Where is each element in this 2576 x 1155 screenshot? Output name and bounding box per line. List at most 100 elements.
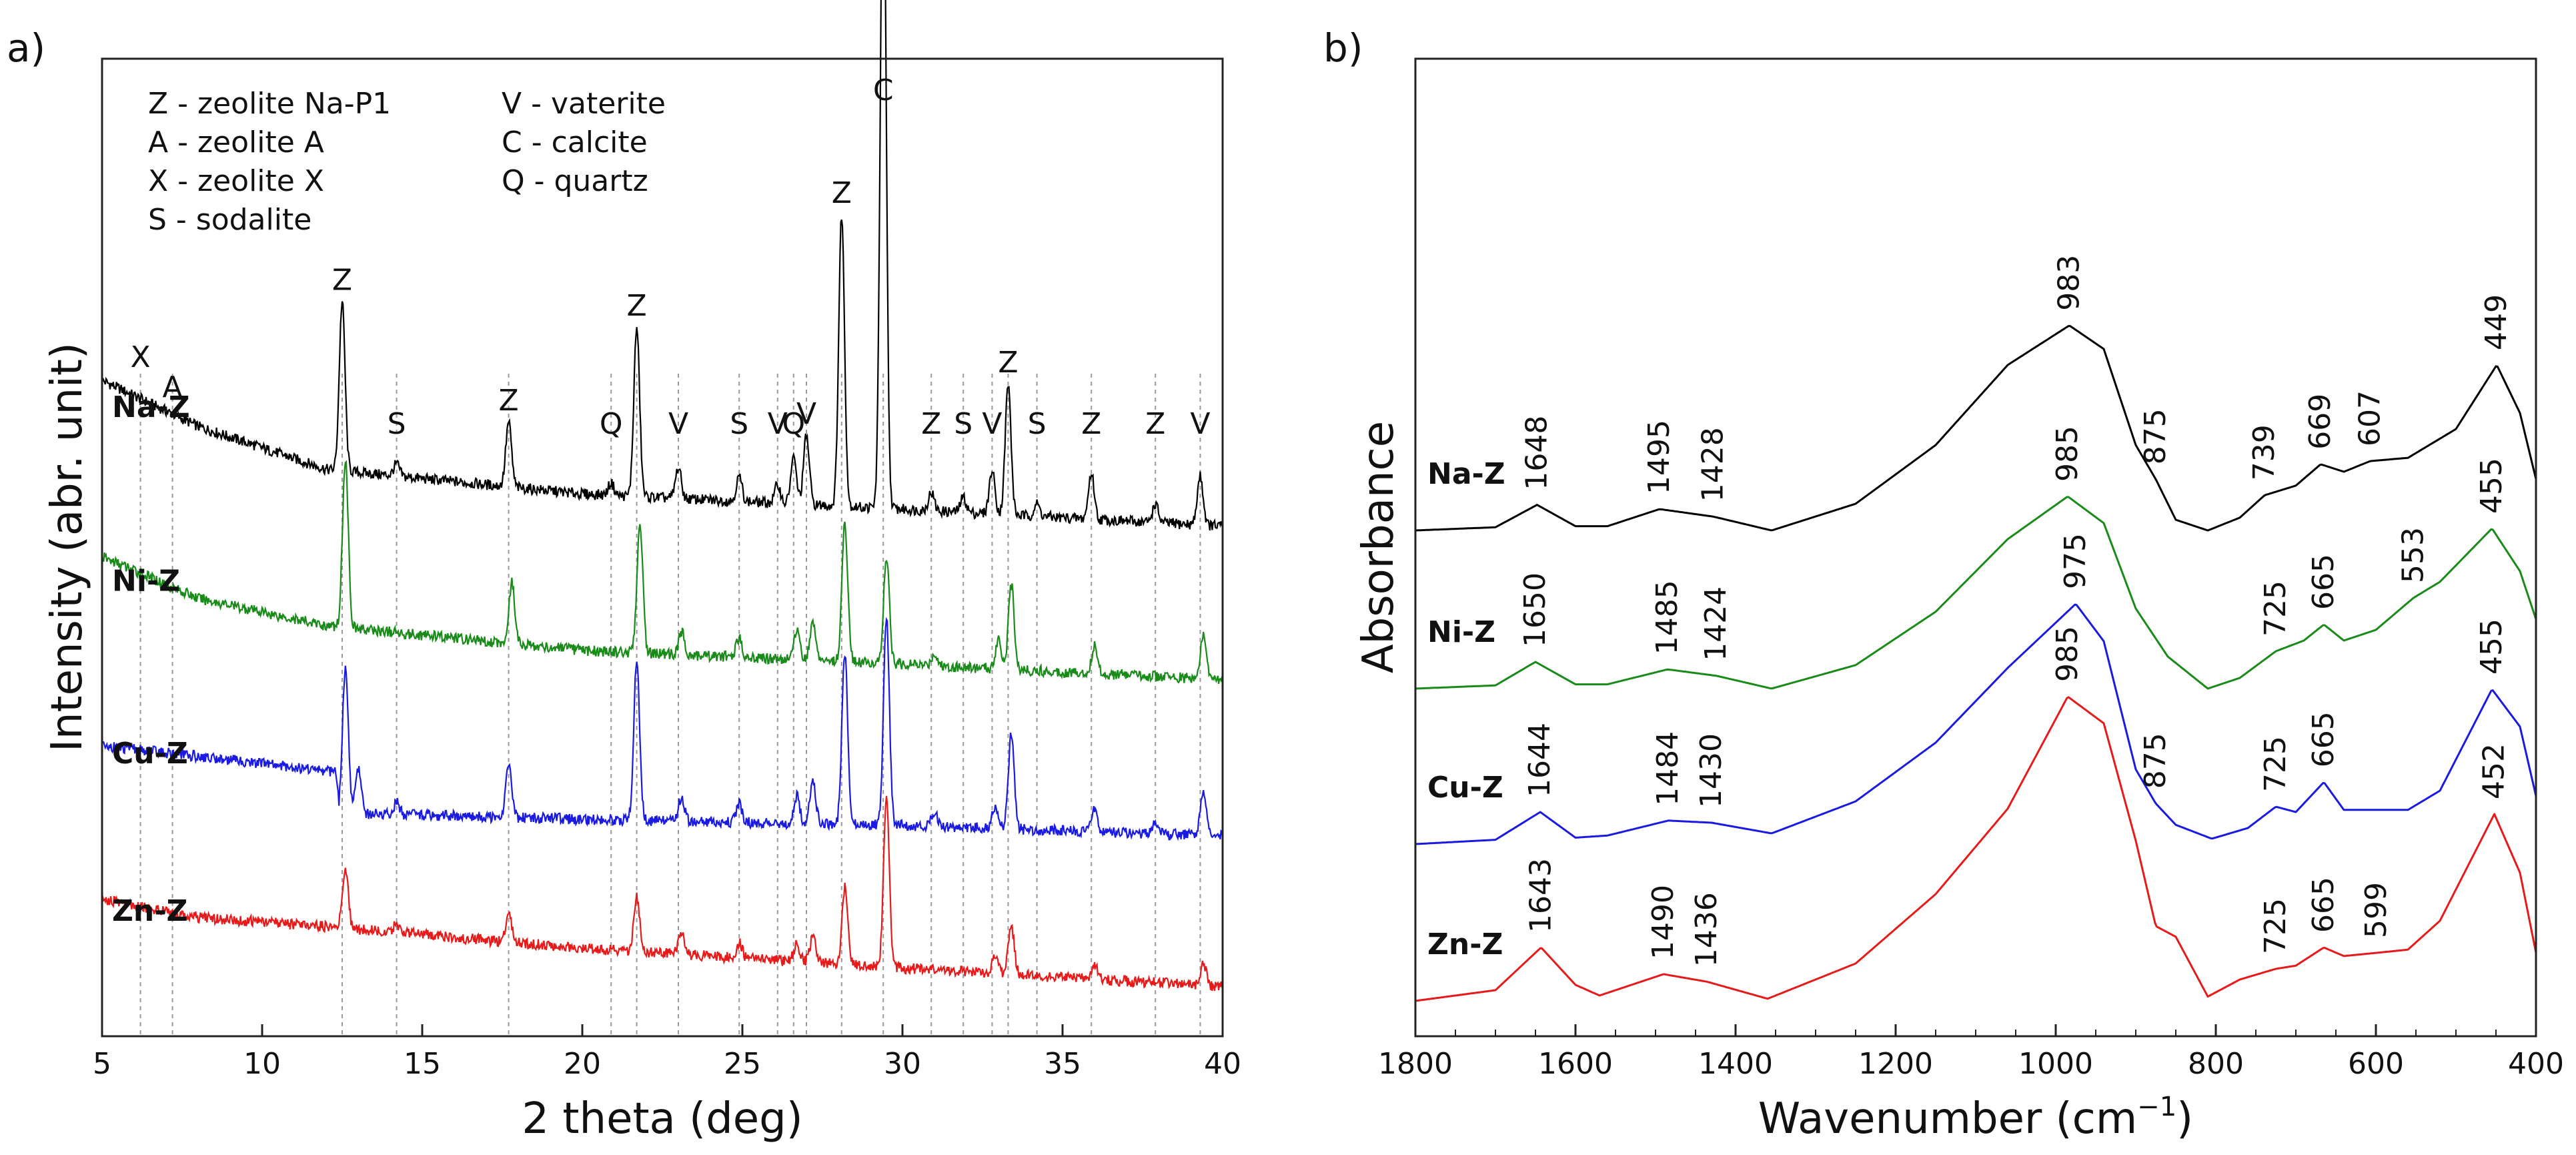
phase-label: C <box>873 73 894 107</box>
xrd-x-tick-label: 5 <box>93 1047 111 1081</box>
xrd-x-tick-label: 15 <box>404 1047 441 1081</box>
xrd-series-label: Zn-Z <box>112 894 187 928</box>
phase-legend: Z - zeolite Na-P1 A - zeolite A X - zeol… <box>148 87 666 237</box>
phase-label: Z <box>921 407 941 441</box>
ftir-series-label: Ni-Z <box>1427 615 1495 649</box>
ftir-y-axis-title: Absorbance <box>1354 421 1403 673</box>
xrd-x-axis-title: 2 theta (deg) <box>522 1094 802 1144</box>
xrd-series-zn-z <box>101 795 1224 992</box>
legend-entry-a: A - zeolite A <box>148 125 324 159</box>
phase-label: V <box>982 407 1002 441</box>
xrd-x-tick-label: 10 <box>243 1047 281 1081</box>
ftir-peak-label: 1643 <box>1523 858 1557 933</box>
ftir-peak-label: 725 <box>2259 581 2293 637</box>
phase-label: Z <box>1145 407 1165 441</box>
ftir-peak-label: 1430 <box>1694 733 1728 808</box>
ftir-x-tick-label: 1600 <box>1538 1047 1613 1081</box>
ftir-peak-label: 739 <box>2247 424 2281 480</box>
ftir-x-ticks: 1800 1600 1400 1200 1000 800 600 400 <box>1378 1024 2564 1081</box>
xrd-series-label: Na-Z <box>112 390 190 424</box>
phase-label: A <box>163 370 183 404</box>
ftir-peak-label: 985 <box>2050 626 2084 682</box>
ftir-x-tick-label: 1400 <box>1698 1047 1773 1081</box>
ftir-peak-label: 875 <box>2138 408 2172 464</box>
ftir-series-zn-z <box>1415 696 2537 1002</box>
ftir-peak-label: 1495 <box>1642 420 1676 494</box>
legend-entry-z: Z - zeolite Na-P1 <box>148 87 391 121</box>
phase-label: Z <box>627 289 647 323</box>
ftir-peak-label: 1428 <box>1696 427 1730 502</box>
ftir-peak-label: 452 <box>2477 743 2511 799</box>
xrd-x-tick-label: 30 <box>884 1047 921 1081</box>
ftir-x-tick-label: 400 <box>2508 1047 2564 1081</box>
phase-label: V <box>768 407 788 441</box>
phase-label: Z <box>998 346 1018 380</box>
ftir-peak-label: 1485 <box>1650 580 1684 655</box>
ftir-peak-label: 607 <box>2353 390 2387 446</box>
ftir-peak-label: 455 <box>2475 458 2509 514</box>
xrd-x-tick-label: 25 <box>724 1047 761 1081</box>
ftir-x-tick-label: 800 <box>2188 1047 2244 1081</box>
ftir-peak-label: 669 <box>2303 394 2337 450</box>
xrd-x-tick-label: 20 <box>564 1047 601 1081</box>
xrd-series-group <box>101 0 1224 992</box>
phase-label: Z <box>499 384 519 418</box>
phase-label: S <box>1028 407 1047 441</box>
panel-a-label: a) <box>7 25 45 71</box>
ftir-peak-label: 1648 <box>1519 416 1553 490</box>
phase-label: Z <box>332 264 352 298</box>
xrd-x-tick-label: 35 <box>1044 1047 1081 1081</box>
ftir-series-group <box>1415 325 2537 1002</box>
ftir-peak-labels: 1648 1495 1428 983 875 739 669 607 449 1650 1485 14… <box>1518 255 2513 967</box>
ftir-peak-label: 449 <box>2479 294 2513 350</box>
phase-label: Q <box>600 407 623 441</box>
ftir-x-axis-title-sup: −1 <box>2137 1092 2176 1122</box>
ftir-series-ni-z <box>1415 496 2537 690</box>
xrd-series-label: Cu-Z <box>112 737 188 771</box>
ftir-peak-label: 599 <box>2359 882 2393 938</box>
phase-label: S <box>730 407 748 441</box>
ftir-peak-label: 1644 <box>1523 723 1557 797</box>
ftir-peak-label: 665 <box>2307 554 2341 610</box>
ftir-peak-label: 665 <box>2307 711 2341 767</box>
ftir-x-tick-label: 1000 <box>2018 1047 2093 1081</box>
ftir-peak-label: 1424 <box>1699 587 1733 661</box>
xrd-x-tick-label: 40 <box>1204 1047 1241 1081</box>
ftir-peak-label: 1650 <box>1518 572 1552 647</box>
ftir-peak-label: 875 <box>2138 733 2172 789</box>
phase-label: V <box>1190 407 1210 441</box>
ftir-series-label: Zn-Z <box>1427 927 1503 961</box>
ftir-x-axis-title: Wavenumber (cm−1) <box>1758 1092 2193 1144</box>
ftir-peak-label: 985 <box>2050 426 2084 482</box>
ftir-peak-label: 983 <box>2052 255 2086 311</box>
ftir-series-cu-z <box>1415 603 2537 845</box>
phase-label: S <box>954 407 973 441</box>
ftir-peak-label: 665 <box>2307 877 2341 933</box>
xrd-plot-frame <box>101 57 1224 1038</box>
legend-entry-s: S - sodalite <box>148 203 311 237</box>
phase-label: S <box>388 407 406 441</box>
ftir-peak-label: 553 <box>2396 527 2430 583</box>
xrd-series-ni-z <box>101 460 1224 684</box>
ftir-x-tick-label: 600 <box>2348 1047 2404 1081</box>
ftir-x-axis-title-main: Wavenumber (cm <box>1758 1094 2137 1144</box>
phase-label: Z <box>1081 407 1101 441</box>
xrd-x-ticks: 5 10 15 20 25 30 35 40 <box>93 1024 1241 1081</box>
ftir-peak-label: 975 <box>2058 533 2092 589</box>
xrd-series-cu-z <box>101 617 1224 841</box>
panel-b-label: b) <box>1323 25 1363 71</box>
ftir-series-labels: Na-Z Ni-Z Cu-Z Zn-Z <box>1427 457 1505 961</box>
phase-label: Z <box>832 176 852 210</box>
ftir-panel: b) 1648 1495 1428 983 875 739 669 607 449 1650 148… <box>1323 25 2564 1144</box>
legend-entry-v: V - vaterite <box>502 87 666 121</box>
legend-entry-c: C - calcite <box>502 125 648 159</box>
ftir-series-label: Na-Z <box>1427 457 1505 491</box>
ftir-x-tick-label: 1800 <box>1378 1047 1453 1081</box>
ftir-peak-label: 1436 <box>1690 892 1724 967</box>
phase-label: V <box>796 397 816 431</box>
phase-label: X <box>131 340 151 374</box>
legend-entry-x: X - zeolite X <box>148 164 324 198</box>
phase-marker-lines <box>139 374 1201 1036</box>
